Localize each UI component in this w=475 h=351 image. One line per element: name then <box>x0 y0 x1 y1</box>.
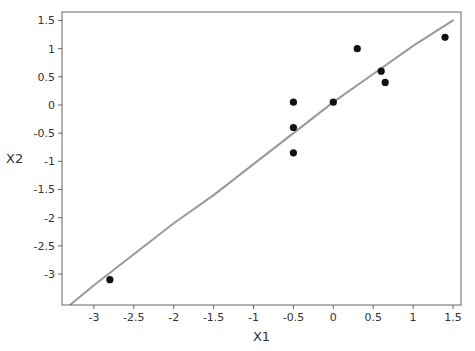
scatter-point <box>106 276 113 283</box>
x-tick-label: 0 <box>330 311 337 324</box>
x-tick <box>453 305 454 309</box>
x-tick-label: -3 <box>88 311 99 324</box>
y-tick <box>58 133 62 134</box>
y-tick-label: 0 <box>48 99 55 112</box>
x-tick-label: -1.5 <box>203 311 224 324</box>
y-tick <box>58 20 62 21</box>
y-tick-label: 0.5 <box>38 71 56 84</box>
y-tick-label: 1 <box>48 43 55 56</box>
y-tick <box>58 48 62 49</box>
scatter-point <box>382 79 389 86</box>
x-tick-label: 1 <box>410 311 417 324</box>
y-tick-label: -3 <box>44 268 55 281</box>
scatter-point <box>290 99 297 106</box>
chart-container: -3 -2.5 -2 -1.5 -1 -0.5 0 0.5 1 1.5 -3 -2.5 -2 -1.5 -1… <box>0 0 475 351</box>
plot-background <box>62 12 461 305</box>
chart: -3 -2.5 -2 -1.5 -1 -0.5 0 0.5 1 1.5 -3 -2.5 -2 -1.5 -1… <box>0 0 475 351</box>
scatter-point <box>290 124 297 131</box>
y-tick <box>58 189 62 190</box>
x-tick <box>413 305 414 309</box>
y-tick <box>58 76 62 77</box>
y-tick <box>58 161 62 162</box>
y-tick-label: 1.5 <box>38 14 56 27</box>
scatter-point <box>378 68 385 75</box>
x-tick-label: 0.5 <box>364 311 382 324</box>
x-tick <box>173 305 174 309</box>
x-axis: -3 -2.5 -2 -1.5 -1 -0.5 0 0.5 1 1.5 <box>88 305 461 324</box>
scatter-point <box>354 45 361 52</box>
x-tick-label: 1.5 <box>444 311 462 324</box>
y-tick-label: -2 <box>44 212 55 225</box>
y-tick <box>58 245 62 246</box>
plot-frame <box>62 12 461 305</box>
x-tick <box>213 305 214 309</box>
x-tick-label: -2.5 <box>123 311 144 324</box>
x-axis-label: X1 <box>253 329 270 344</box>
x-tick <box>373 305 374 309</box>
y-tick-label: -0.5 <box>34 127 55 140</box>
y-axis: -3 -2.5 -2 -1.5 -1 -0.5 0 0.5 1 1.5 <box>34 14 62 281</box>
y-tick-label: -1.5 <box>34 183 55 196</box>
x-tick <box>93 305 94 309</box>
x-tick <box>293 305 294 309</box>
scatter-point <box>330 99 337 106</box>
page: {"chart_data": {"type": "scatter", "xlab… <box>0 0 475 351</box>
x-tick <box>253 305 254 309</box>
scatter-point <box>290 149 297 156</box>
x-tick-label: -0.5 <box>283 311 304 324</box>
y-tick <box>58 217 62 218</box>
data-area <box>70 20 453 305</box>
x-tick-label: -2 <box>168 311 179 324</box>
regression-line <box>70 20 453 305</box>
x-tick <box>333 305 334 309</box>
y-tick <box>58 104 62 105</box>
x-tick-label: -1 <box>248 311 259 324</box>
y-tick <box>58 274 62 275</box>
y-tick-label: -1 <box>44 155 55 168</box>
x-tick <box>133 305 134 309</box>
y-axis-label: X2 <box>6 151 23 166</box>
y-tick-label: -2.5 <box>34 240 55 253</box>
scatter-point <box>441 34 448 41</box>
